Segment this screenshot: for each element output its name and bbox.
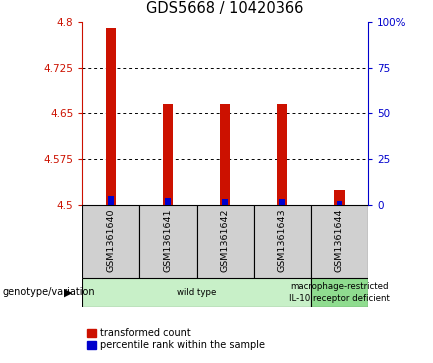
Bar bbox=[334, 190, 345, 205]
FancyBboxPatch shape bbox=[82, 205, 139, 278]
Text: ▶: ▶ bbox=[64, 287, 73, 297]
FancyBboxPatch shape bbox=[82, 278, 311, 307]
FancyBboxPatch shape bbox=[139, 205, 197, 278]
Text: GSM1361644: GSM1361644 bbox=[335, 209, 344, 272]
FancyBboxPatch shape bbox=[311, 205, 368, 278]
Text: GSM1361641: GSM1361641 bbox=[164, 209, 172, 272]
Bar bbox=[336, 201, 343, 205]
Bar bbox=[163, 104, 173, 205]
FancyBboxPatch shape bbox=[311, 278, 368, 307]
Text: macrophage-restricted
IL-10 receptor deficient: macrophage-restricted IL-10 receptor def… bbox=[289, 282, 390, 303]
FancyBboxPatch shape bbox=[254, 205, 311, 278]
Text: GSM1361640: GSM1361640 bbox=[107, 209, 115, 272]
Bar bbox=[222, 199, 228, 205]
Title: GDS5668 / 10420366: GDS5668 / 10420366 bbox=[146, 1, 304, 16]
FancyBboxPatch shape bbox=[197, 205, 254, 278]
Bar bbox=[108, 196, 114, 205]
Text: genotype/variation: genotype/variation bbox=[2, 287, 95, 297]
Text: wild type: wild type bbox=[177, 288, 216, 297]
Text: GSM1361643: GSM1361643 bbox=[278, 209, 287, 272]
Bar bbox=[277, 104, 288, 205]
Legend: transformed count, percentile rank within the sample: transformed count, percentile rank withi… bbox=[87, 328, 265, 350]
Text: GSM1361642: GSM1361642 bbox=[221, 209, 229, 272]
Bar bbox=[279, 199, 285, 205]
Bar bbox=[220, 104, 230, 205]
Bar bbox=[106, 28, 116, 205]
Bar bbox=[165, 198, 171, 205]
